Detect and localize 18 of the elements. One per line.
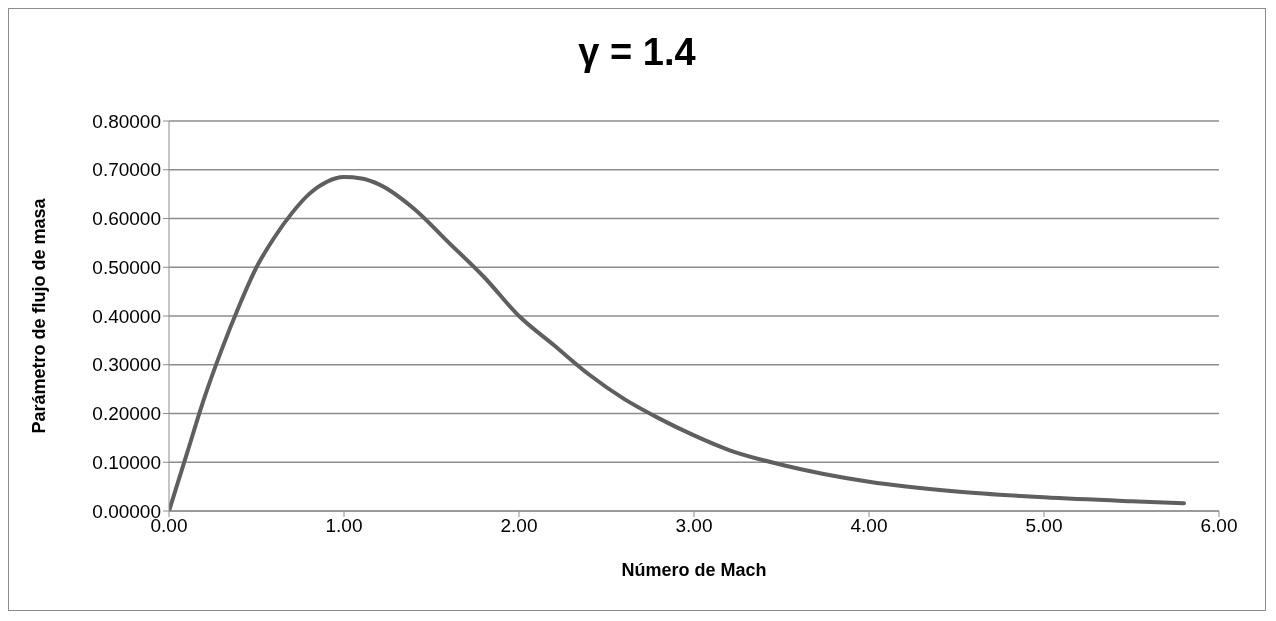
x-tick-label: 1.00	[325, 515, 363, 537]
x-tick-label: 3.00	[675, 515, 713, 537]
y-tick-label: 0.20000	[92, 403, 161, 425]
y-axis-title: Parámetro de flujo de masa	[29, 197, 50, 434]
chart-title: γ = 1.4	[577, 31, 697, 75]
y-tick-label: 0.70000	[92, 159, 161, 181]
y-tick-label: 0.80000	[92, 110, 161, 132]
y-tick-label: 0.60000	[92, 208, 161, 230]
x-axis-title: Número de Mach	[621, 560, 767, 580]
x-tick-label: 2.00	[500, 515, 538, 537]
y-tick-label: 0.40000	[92, 305, 161, 327]
y-tick-label: 0.30000	[92, 354, 161, 376]
y-tick-label: 0.10000	[92, 451, 161, 473]
y-tick-label: 0.50000	[92, 256, 161, 278]
line-series	[169, 175, 1186, 511]
x-tick-label: 5.00	[1025, 515, 1063, 537]
x-tick-label: 6.00	[1200, 515, 1238, 537]
x-tick-label: 4.00	[850, 515, 888, 537]
